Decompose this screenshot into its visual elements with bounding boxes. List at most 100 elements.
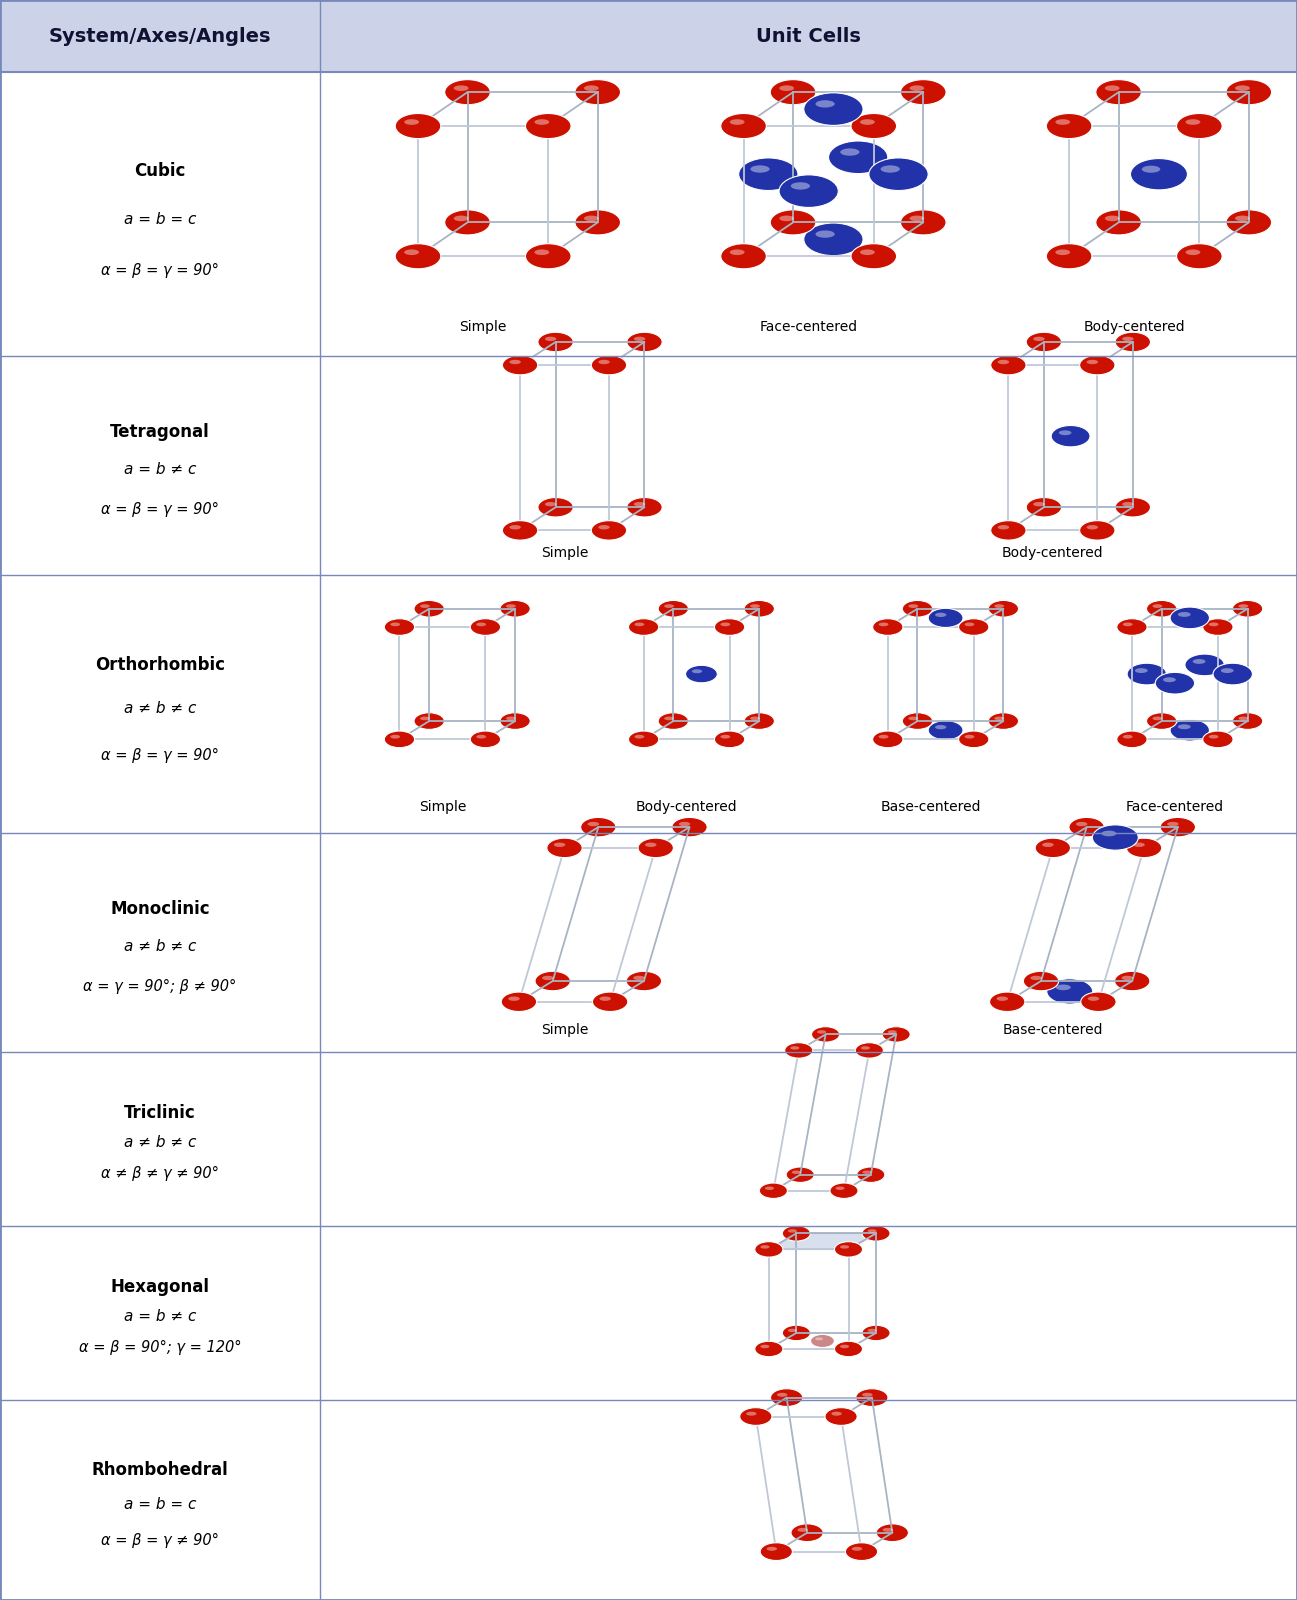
Ellipse shape — [638, 838, 673, 858]
Ellipse shape — [678, 822, 690, 826]
Ellipse shape — [991, 520, 1026, 541]
Ellipse shape — [1087, 525, 1099, 530]
Ellipse shape — [996, 997, 1008, 1002]
Ellipse shape — [908, 605, 918, 608]
Ellipse shape — [995, 717, 1004, 720]
Bar — [0, 1400, 1297, 1600]
Ellipse shape — [634, 336, 646, 341]
Ellipse shape — [1047, 979, 1092, 1005]
Ellipse shape — [390, 734, 401, 739]
Ellipse shape — [909, 216, 925, 221]
Ellipse shape — [396, 243, 441, 269]
Ellipse shape — [786, 1166, 815, 1182]
Bar — [0, 1051, 1297, 1226]
Ellipse shape — [591, 355, 626, 374]
Ellipse shape — [1170, 720, 1209, 741]
Ellipse shape — [629, 619, 659, 635]
Ellipse shape — [510, 360, 521, 365]
Ellipse shape — [1153, 717, 1162, 720]
Ellipse shape — [860, 250, 874, 254]
Ellipse shape — [414, 600, 445, 618]
Ellipse shape — [599, 997, 611, 1002]
Text: Simple: Simple — [419, 800, 466, 814]
Ellipse shape — [584, 85, 599, 91]
Ellipse shape — [1176, 243, 1222, 269]
Ellipse shape — [1105, 85, 1119, 91]
Ellipse shape — [1126, 838, 1162, 858]
Ellipse shape — [857, 1166, 885, 1182]
Ellipse shape — [817, 1030, 826, 1034]
Ellipse shape — [1115, 333, 1150, 352]
Ellipse shape — [454, 216, 468, 221]
Ellipse shape — [863, 1226, 890, 1242]
Ellipse shape — [471, 619, 501, 635]
Ellipse shape — [1176, 114, 1222, 139]
Ellipse shape — [720, 622, 730, 626]
Ellipse shape — [575, 80, 620, 104]
Text: Simple: Simple — [541, 1022, 589, 1037]
Ellipse shape — [750, 717, 760, 720]
Text: Triclinic: Triclinic — [125, 1104, 196, 1122]
Ellipse shape — [534, 120, 549, 125]
Ellipse shape — [598, 360, 610, 365]
Ellipse shape — [965, 734, 974, 739]
Ellipse shape — [1117, 619, 1147, 635]
Text: a ≠ b ≠ c: a ≠ b ≠ c — [125, 939, 196, 954]
Ellipse shape — [1122, 976, 1134, 981]
Ellipse shape — [878, 734, 888, 739]
Ellipse shape — [471, 731, 501, 747]
Ellipse shape — [1077, 822, 1087, 826]
Ellipse shape — [1209, 622, 1219, 626]
Text: Tetragonal: Tetragonal — [110, 424, 210, 442]
Ellipse shape — [1232, 712, 1263, 730]
Ellipse shape — [545, 336, 556, 341]
Ellipse shape — [645, 843, 656, 846]
Ellipse shape — [744, 712, 774, 730]
Ellipse shape — [454, 85, 468, 91]
Ellipse shape — [554, 843, 565, 846]
Ellipse shape — [1220, 669, 1233, 674]
Text: Monoclinic: Monoclinic — [110, 901, 210, 918]
Ellipse shape — [903, 712, 933, 730]
Ellipse shape — [501, 992, 537, 1011]
Bar — [0, 1226, 1297, 1400]
Ellipse shape — [851, 114, 896, 139]
Ellipse shape — [1185, 120, 1200, 125]
Ellipse shape — [390, 622, 401, 626]
Ellipse shape — [750, 605, 760, 608]
Ellipse shape — [1202, 731, 1233, 747]
Ellipse shape — [877, 1523, 908, 1541]
Ellipse shape — [634, 622, 645, 626]
Ellipse shape — [997, 360, 1009, 365]
Ellipse shape — [991, 355, 1026, 374]
Ellipse shape — [791, 182, 811, 189]
Ellipse shape — [861, 1046, 870, 1050]
Ellipse shape — [840, 1245, 850, 1248]
Ellipse shape — [882, 1027, 910, 1042]
Ellipse shape — [1235, 216, 1250, 221]
Ellipse shape — [658, 600, 689, 618]
Ellipse shape — [1030, 976, 1041, 981]
Ellipse shape — [536, 971, 571, 990]
Text: α = β = 90°; γ = 120°: α = β = 90°; γ = 120° — [79, 1341, 241, 1355]
Ellipse shape — [672, 818, 707, 837]
Ellipse shape — [816, 101, 835, 107]
Ellipse shape — [782, 1226, 811, 1242]
Ellipse shape — [634, 734, 645, 739]
Ellipse shape — [804, 93, 863, 125]
Ellipse shape — [405, 120, 419, 125]
Ellipse shape — [1226, 80, 1271, 104]
Ellipse shape — [958, 619, 988, 635]
Ellipse shape — [812, 1027, 839, 1042]
Ellipse shape — [882, 1528, 894, 1531]
Bar — [0, 574, 1297, 832]
Ellipse shape — [860, 120, 874, 125]
Ellipse shape — [770, 80, 816, 104]
Bar — [0, 355, 1297, 574]
Ellipse shape — [1127, 664, 1166, 685]
Ellipse shape — [868, 1328, 877, 1333]
Ellipse shape — [1209, 734, 1219, 739]
Bar — [0, 0, 1297, 72]
Ellipse shape — [420, 605, 429, 608]
Text: Base-centered: Base-centered — [1003, 1022, 1102, 1037]
